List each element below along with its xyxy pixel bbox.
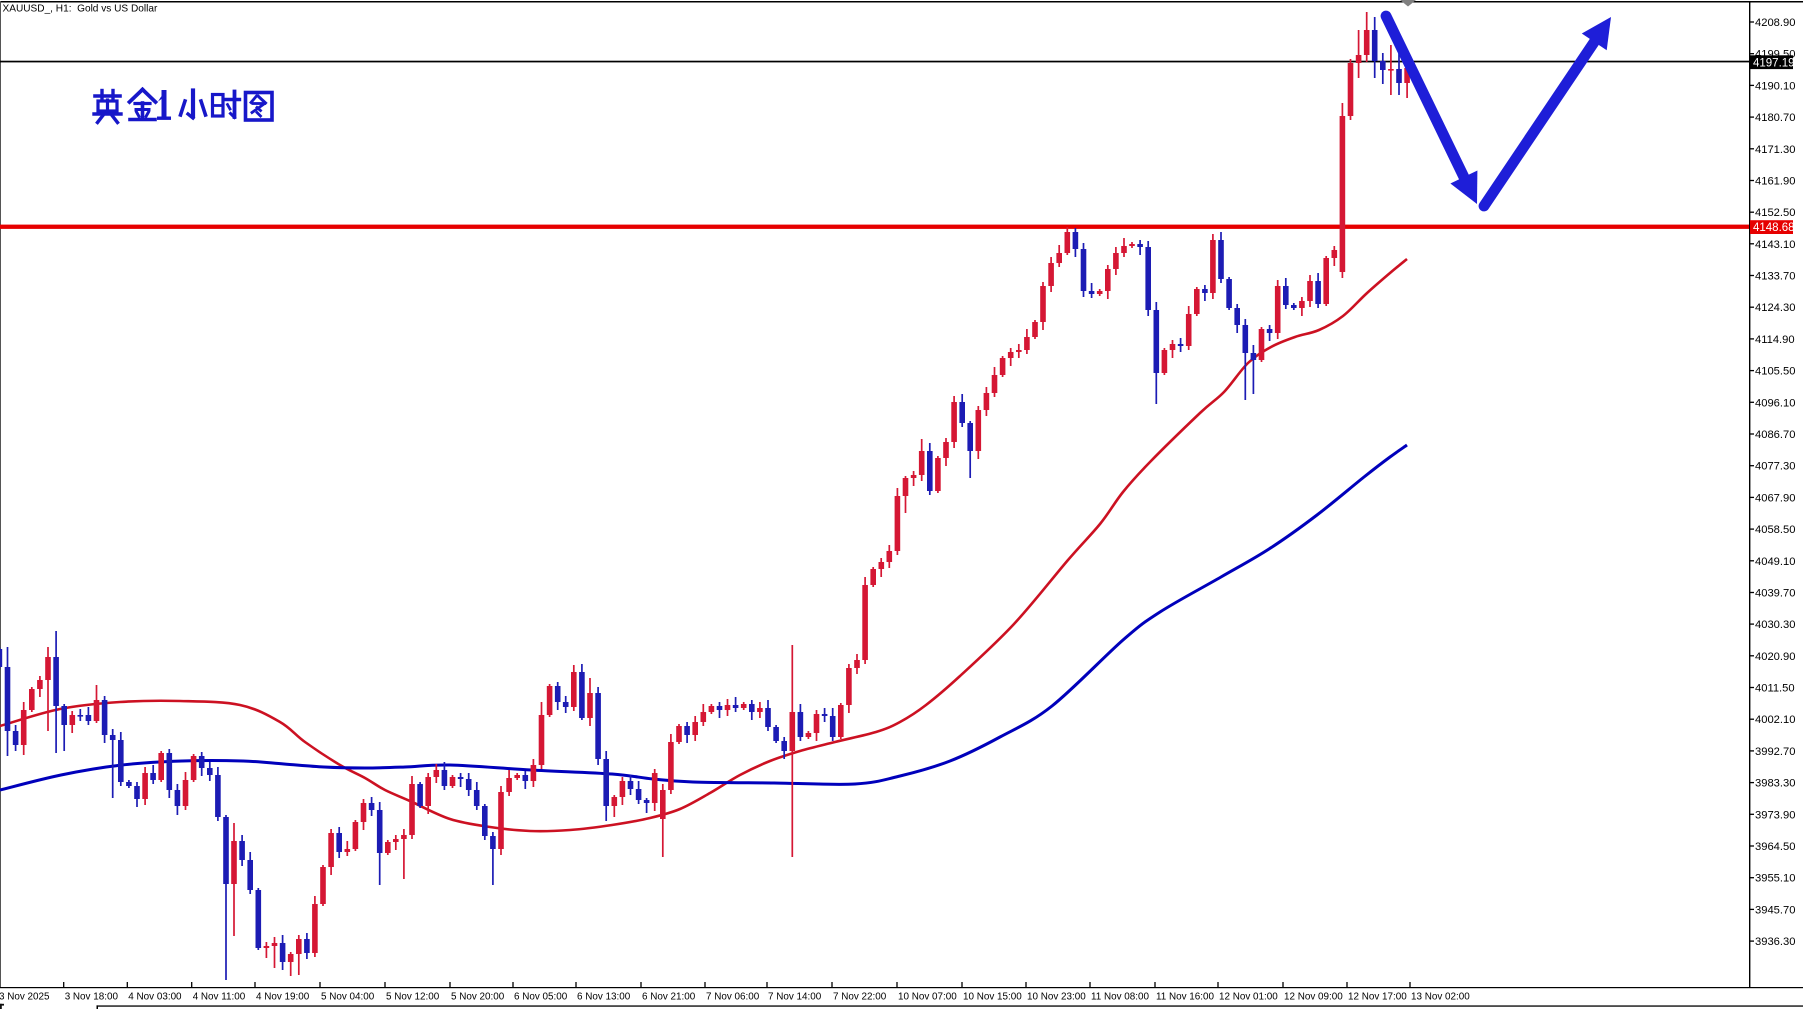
svg-text:4 Nov 03:00: 4 Nov 03:00 <box>128 992 182 1003</box>
svg-text:6 Nov 13:00: 6 Nov 13:00 <box>577 992 631 1003</box>
svg-text:6 Nov 21:00: 6 Nov 21:00 <box>642 992 696 1003</box>
svg-text:11 Nov 16:00: 11 Nov 16:00 <box>1156 992 1215 1003</box>
svg-text:4096.10: 4096.10 <box>1755 397 1795 409</box>
svg-text:3936.30: 3936.30 <box>1755 936 1795 948</box>
svg-text:4058.50: 4058.50 <box>1755 524 1795 536</box>
svg-text:7 Nov 22:00: 7 Nov 22:00 <box>833 992 887 1003</box>
svg-text:12 Nov 17:00: 12 Nov 17:00 <box>1348 992 1407 1003</box>
svg-text:4039.70: 4039.70 <box>1755 588 1795 600</box>
svg-text:13 Nov 02:00: 13 Nov 02:00 <box>1411 992 1470 1003</box>
svg-text:4197.19: 4197.19 <box>1753 57 1795 69</box>
svg-text:4067.90: 4067.90 <box>1755 492 1795 504</box>
svg-text:7 Nov 06:00: 7 Nov 06:00 <box>706 992 760 1003</box>
svg-text:3964.50: 3964.50 <box>1755 841 1795 853</box>
svg-text:4 Nov 19:00: 4 Nov 19:00 <box>256 992 310 1003</box>
svg-text:3973.90: 3973.90 <box>1755 809 1795 821</box>
svg-text:6 Nov 05:00: 6 Nov 05:00 <box>514 992 568 1003</box>
svg-text:4114.90: 4114.90 <box>1755 334 1795 346</box>
svg-text:12 Nov 01:00: 12 Nov 01:00 <box>1219 992 1278 1003</box>
svg-text:4133.70: 4133.70 <box>1755 271 1795 283</box>
svg-text:4171.30: 4171.30 <box>1755 144 1795 156</box>
svg-text:10 Nov 23:00: 10 Nov 23:00 <box>1027 992 1086 1003</box>
svg-text:11 Nov 08:00: 11 Nov 08:00 <box>1091 992 1150 1003</box>
svg-text:5 Nov 12:00: 5 Nov 12:00 <box>386 992 440 1003</box>
svg-text:4161.90: 4161.90 <box>1755 176 1795 188</box>
svg-text:3 Nov 2025: 3 Nov 2025 <box>0 992 50 1003</box>
svg-text:4030.30: 4030.30 <box>1755 619 1795 631</box>
svg-text:4208.90: 4208.90 <box>1755 17 1795 29</box>
svg-text:3983.30: 3983.30 <box>1755 778 1795 790</box>
svg-text:4105.50: 4105.50 <box>1755 366 1795 378</box>
svg-text:4148.68: 4148.68 <box>1753 222 1795 234</box>
svg-text:10 Nov 07:00: 10 Nov 07:00 <box>898 992 957 1003</box>
svg-text:4077.30: 4077.30 <box>1755 461 1795 473</box>
svg-text:4124.30: 4124.30 <box>1755 302 1795 314</box>
svg-text:7 Nov 14:00: 7 Nov 14:00 <box>768 992 822 1003</box>
svg-text:3945.70: 3945.70 <box>1755 904 1795 916</box>
svg-text:4011.50: 4011.50 <box>1755 683 1795 695</box>
svg-text:4049.10: 4049.10 <box>1755 556 1795 568</box>
svg-text:4086.70: 4086.70 <box>1755 429 1795 441</box>
svg-text:4 Nov 11:00: 4 Nov 11:00 <box>193 992 246 1003</box>
svg-text:10 Nov 15:00: 10 Nov 15:00 <box>963 992 1022 1003</box>
svg-text:XAUUSD_, H1: Gold vs US Dolla: XAUUSD_, H1: Gold vs US Dollar <box>3 4 158 15</box>
svg-text:4180.70: 4180.70 <box>1755 112 1795 124</box>
svg-text:4143.10: 4143.10 <box>1755 239 1795 251</box>
svg-text:12 Nov 09:00: 12 Nov 09:00 <box>1284 992 1343 1003</box>
svg-text:3955.10: 3955.10 <box>1755 873 1795 885</box>
svg-text:3992.70: 3992.70 <box>1755 746 1795 758</box>
svg-text:4152.50: 4152.50 <box>1755 207 1795 219</box>
svg-text:4002.10: 4002.10 <box>1755 714 1795 726</box>
svg-text:3 Nov 18:00: 3 Nov 18:00 <box>65 992 119 1003</box>
svg-text:5 Nov 20:00: 5 Nov 20:00 <box>451 992 505 1003</box>
svg-text:4020.90: 4020.90 <box>1755 651 1795 663</box>
svg-text:5 Nov 04:00: 5 Nov 04:00 <box>321 992 375 1003</box>
svg-text:4190.10: 4190.10 <box>1755 80 1795 92</box>
